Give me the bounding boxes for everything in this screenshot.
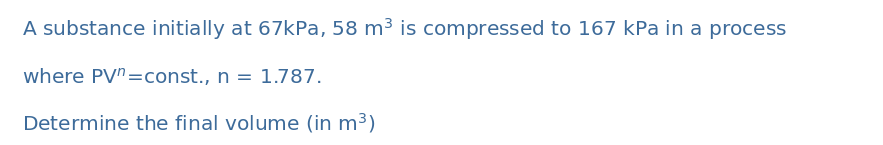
Text: Determine the final volume (in m$^{3}$): Determine the final volume (in m$^{3}$) <box>22 111 375 135</box>
Text: A substance initially at 67kPa, 58 m$^{3}$ is compressed to 167 kPa in a process: A substance initially at 67kPa, 58 m$^{3… <box>22 17 788 42</box>
Text: where PV$^{n}$=const., n = 1.787.: where PV$^{n}$=const., n = 1.787. <box>22 66 321 88</box>
